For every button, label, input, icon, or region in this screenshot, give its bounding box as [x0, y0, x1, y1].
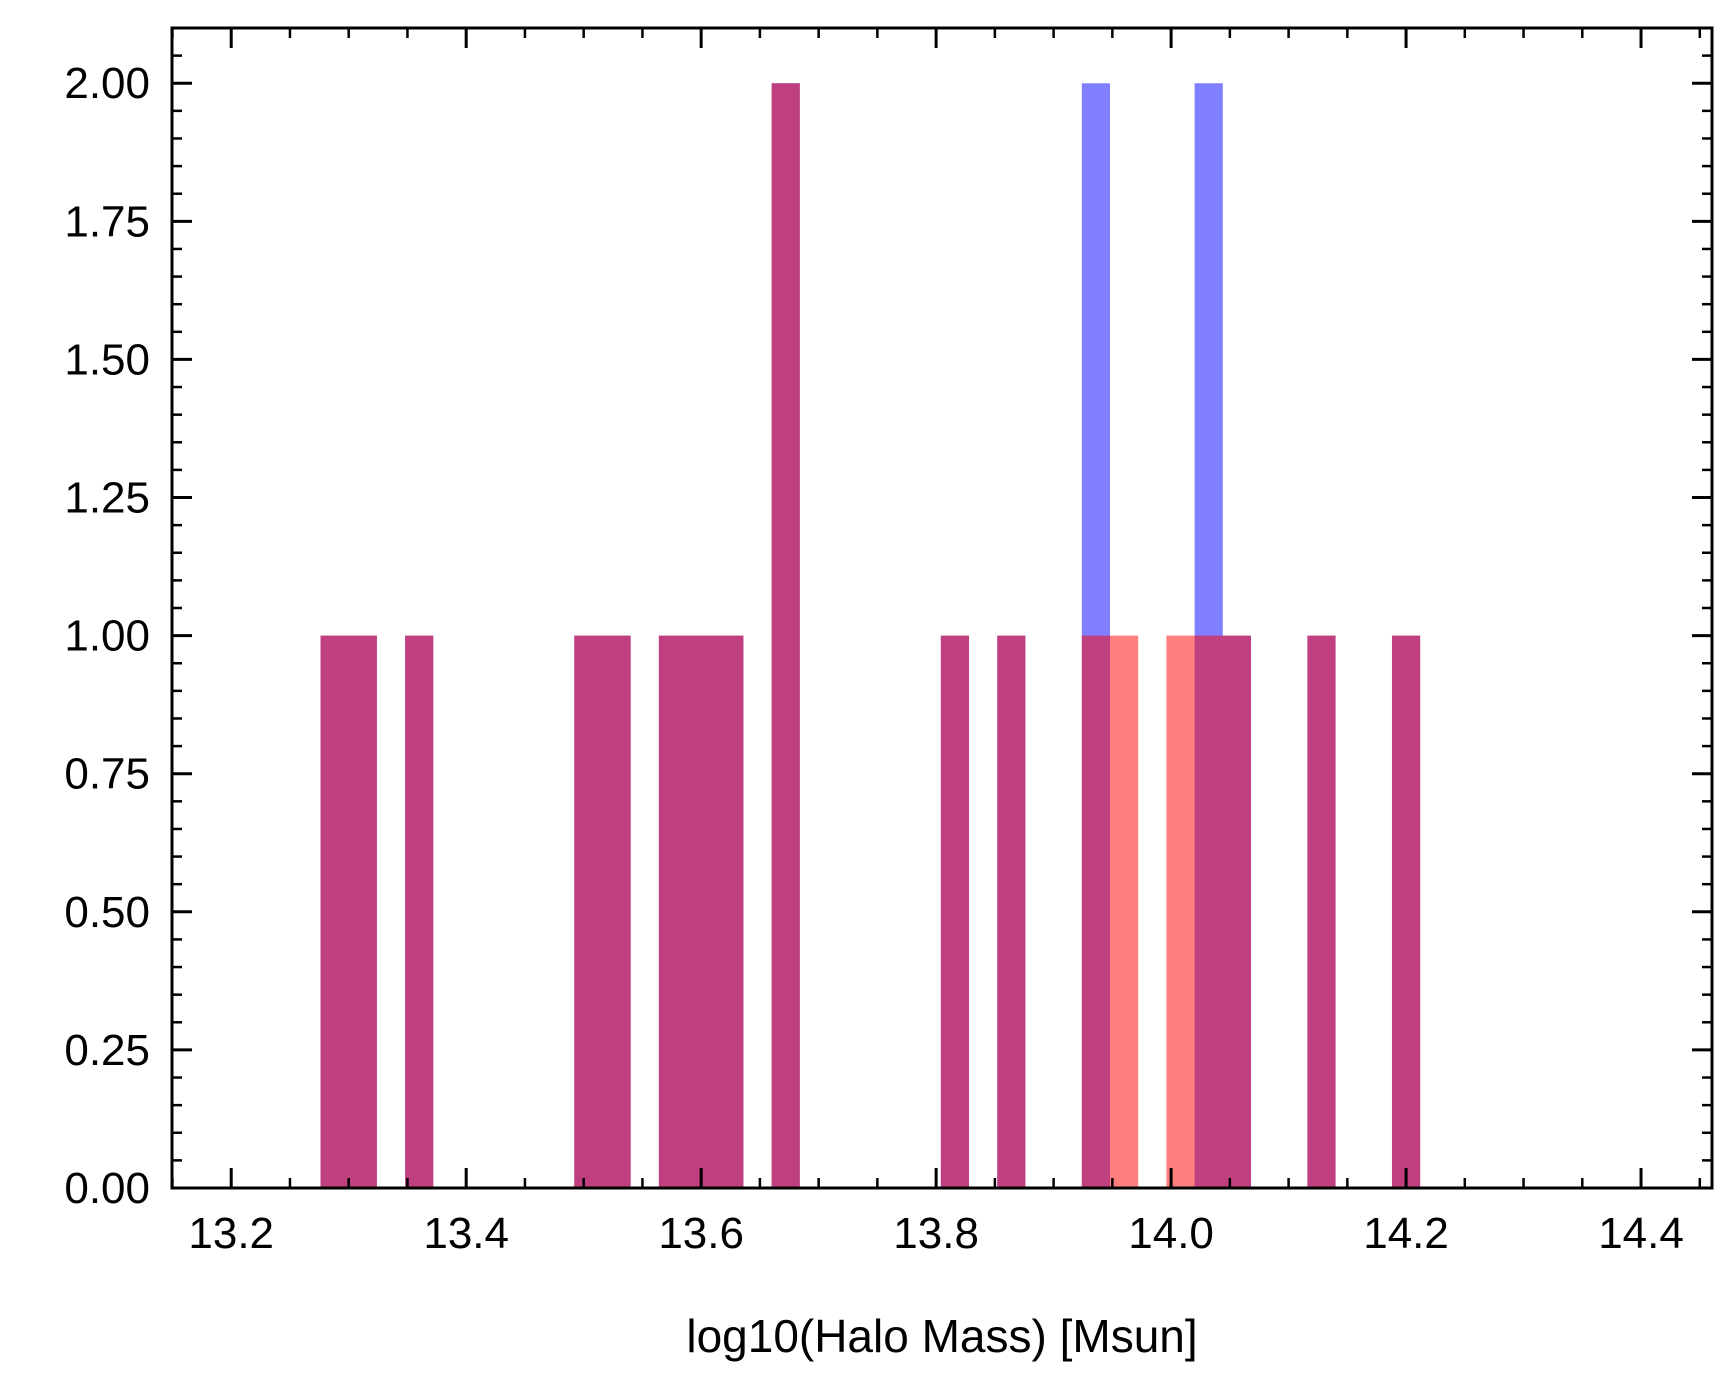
bar-red-4: [771, 83, 800, 1189]
bar-red-11: [1307, 635, 1336, 1188]
x-tick-label: 14.4: [1598, 1209, 1684, 1258]
bar-red-9: [1166, 635, 1195, 1188]
y-tick-label: 1.50: [64, 335, 150, 384]
y-tick-label: 1.00: [64, 612, 150, 661]
bar-red-1: [405, 635, 434, 1188]
y-tick-label: 0.25: [64, 1026, 150, 1075]
bars-layer: [320, 83, 1421, 1189]
y-tick-label: 1.25: [64, 474, 150, 523]
bar-red-10: [1194, 635, 1251, 1188]
y-tick-labels: 0.00 0.25 0.50 0.75 1.00 1.25 1.50 1.75 2.00: [64, 59, 150, 1213]
ticks-layer: [171, 26, 1712, 1190]
y-tick-label: 0.00: [64, 1164, 150, 1213]
bar-red-12: [1391, 635, 1421, 1188]
bar-red-2: [574, 635, 631, 1188]
x-tick-label: 13.4: [423, 1209, 509, 1258]
bar-red-6: [997, 635, 1026, 1188]
bar-red-8: [1110, 635, 1139, 1188]
y-tick-label: 1.75: [64, 197, 150, 246]
x-tick-labels: 13.2 13.4 13.6 13.8 14.0 14.2 14.4: [188, 1209, 1683, 1258]
y-tick-label: 0.50: [64, 888, 150, 937]
x-tick-label: 13.6: [658, 1209, 744, 1258]
y-tick-label: 2.00: [64, 59, 150, 108]
x-axis-title: log10(Halo Mass) [Msun]: [686, 1310, 1197, 1362]
bar-red-5: [940, 635, 970, 1188]
bar-red-0: [320, 635, 377, 1188]
plot-frame: [170, 26, 1714, 1190]
x-tick-label: 14.0: [1128, 1209, 1214, 1258]
bar-red-7: [1081, 635, 1111, 1188]
x-tick-label: 13.8: [893, 1209, 979, 1258]
y-tick-label: 0.75: [64, 750, 150, 799]
x-tick-label: 13.2: [188, 1209, 274, 1258]
x-tick-label: 14.2: [1363, 1209, 1449, 1258]
bar-red-3: [658, 635, 744, 1188]
